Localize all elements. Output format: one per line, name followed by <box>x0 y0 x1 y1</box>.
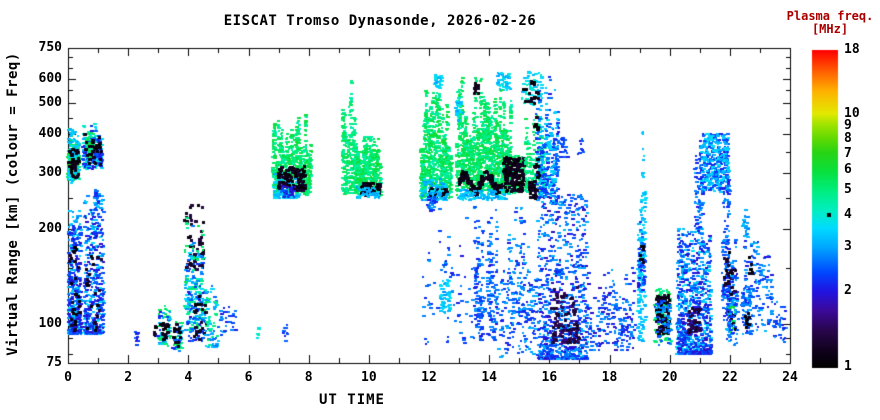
colorbar-tick-label: 10 <box>844 106 860 122</box>
y-tick-label: 200 <box>38 220 62 236</box>
y-tick-label: 500 <box>38 95 62 111</box>
y-tick-label: 100 <box>38 315 62 331</box>
colorbar-tick-label: 4 <box>844 206 852 222</box>
x-tick-label: 24 <box>782 370 798 385</box>
colorbar-title: Plasma freq. [MHz] <box>780 10 880 36</box>
x-tick-label: 2 <box>124 370 133 385</box>
colorbar-tick-label: 9 <box>844 118 852 134</box>
x-tick-label: 20 <box>661 370 678 385</box>
x-tick-label: 10 <box>361 370 377 385</box>
colorbar-tick-label: 3 <box>844 238 852 254</box>
y-tick-label: 750 <box>38 40 62 55</box>
colorbar-tick-label: 1 <box>844 359 852 374</box>
colorbar-tick-label: 5 <box>844 182 852 198</box>
x-tick-label: 4 <box>184 370 193 385</box>
x-tick-label: 14 <box>481 370 497 385</box>
x-tick-label: 8 <box>304 370 313 385</box>
x-tick-label: 6 <box>244 370 253 385</box>
colorbar-tick-label: 18 <box>844 42 860 57</box>
y-axis-label: Virtual Range [km] (colour = Freq) <box>5 52 21 356</box>
x-axis-label: UT TIME <box>318 392 385 408</box>
y-tick-label: 300 <box>38 165 62 181</box>
y-tick-label: 600 <box>38 70 62 86</box>
y-tick-label: 75 <box>46 355 62 370</box>
plot-title: EISCAT Tromso Dynasonde, 2026-02-26 <box>223 13 537 29</box>
colorbar-title-line2: [MHz] <box>811 22 849 36</box>
x-tick-label: 0 <box>64 370 72 385</box>
x-tick-label: 12 <box>421 370 437 385</box>
colorbar-tick-label: 7 <box>844 145 852 161</box>
x-tick-label: 16 <box>541 370 558 385</box>
x-tick-label: 18 <box>601 370 618 385</box>
x-tick-label: 22 <box>722 370 738 385</box>
colorbar-title-line1: Plasma freq. <box>786 9 874 23</box>
y-tick-label: 400 <box>38 125 62 141</box>
colorbar-tick-label: 8 <box>844 130 852 146</box>
colorbar-tick-label: 2 <box>844 282 852 298</box>
colorbar-tick-label: 6 <box>844 162 852 178</box>
